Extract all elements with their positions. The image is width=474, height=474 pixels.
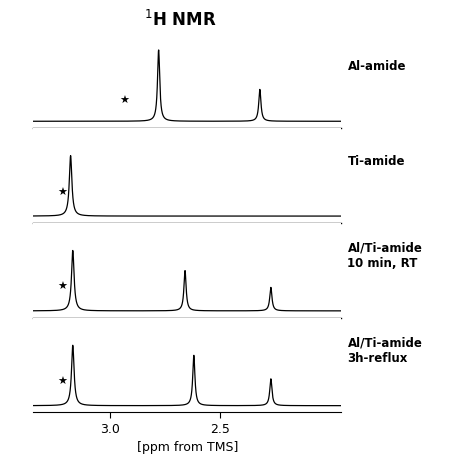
- Text: $^{1}$H NMR: $^{1}$H NMR: [144, 9, 217, 29]
- Text: ★: ★: [57, 377, 67, 387]
- Text: Al-amide: Al-amide: [347, 60, 406, 73]
- Text: ★: ★: [57, 283, 67, 292]
- Text: Al/Ti-amide
10 min, RT: Al/Ti-amide 10 min, RT: [347, 242, 422, 270]
- Text: Ti-amide: Ti-amide: [347, 155, 405, 168]
- X-axis label: [ppm from TMS]: [ppm from TMS]: [137, 441, 238, 455]
- Text: Al/Ti-amide
3h-reflux: Al/Ti-amide 3h-reflux: [347, 337, 422, 365]
- Text: ★: ★: [119, 96, 129, 106]
- Text: ★: ★: [57, 188, 67, 198]
